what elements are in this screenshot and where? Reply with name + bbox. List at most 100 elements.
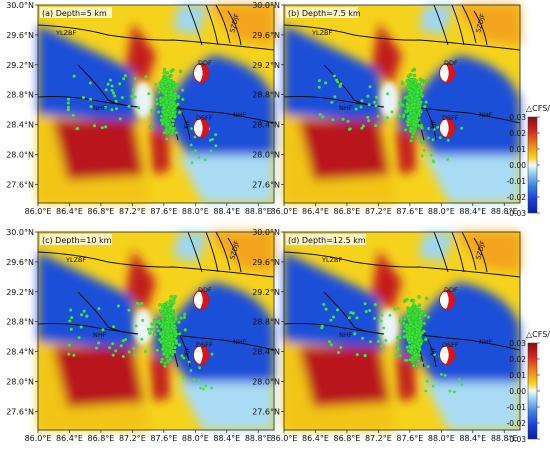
aftershock-point <box>161 98 165 102</box>
aftershock-point <box>149 327 154 332</box>
x-tick-label: 86.8°E <box>333 434 360 443</box>
aftershock-point <box>182 356 186 360</box>
y-tick-label: 28.0°N <box>252 150 280 159</box>
aftershock-point <box>405 102 409 106</box>
aftershock-point <box>168 350 172 355</box>
aftershock-point <box>419 88 423 93</box>
aftershock-point <box>411 299 415 303</box>
y-tick-label: 29.6°N <box>6 258 34 267</box>
aftershock-point <box>165 300 169 305</box>
aftershock-point <box>174 104 178 108</box>
aftershock-point <box>399 317 402 321</box>
aftershock-point <box>176 308 181 313</box>
aftershock-point <box>432 128 436 131</box>
x-tick-label: 86.0°E <box>25 434 52 443</box>
aftershock-point <box>182 376 185 379</box>
aftershock-point <box>162 71 167 75</box>
aftershock-point <box>407 340 412 345</box>
aftershock-point <box>355 316 359 320</box>
aftershock-point <box>85 314 89 318</box>
x-tick-label: 86.4°E <box>56 207 83 216</box>
aftershock-point <box>144 349 147 353</box>
aftershock-point <box>405 345 410 349</box>
colorbar-title: △CFS/MPa <box>526 330 550 339</box>
aftershock-point <box>164 339 168 343</box>
aftershock-point <box>393 307 397 311</box>
aftershock-point <box>440 373 443 376</box>
x-tick-label: 88.0°E <box>182 434 209 443</box>
fault-label-dsff: DSFF <box>442 114 459 122</box>
aftershock-point <box>351 311 355 315</box>
aftershock-point <box>177 332 182 336</box>
aftershock-point <box>168 314 173 319</box>
aftershock-point <box>67 105 70 109</box>
aftershock-point <box>405 95 409 99</box>
aftershock-point <box>408 77 413 82</box>
aftershock-point <box>171 119 175 123</box>
aftershock-point <box>385 116 389 120</box>
aftershock-point <box>160 82 165 87</box>
aftershock-point <box>210 352 214 356</box>
aftershock-point <box>156 110 161 114</box>
aftershock-point <box>172 81 176 85</box>
aftershock-point <box>324 307 328 311</box>
fault-label-nhf-east: NHF <box>233 338 247 346</box>
aftershock-point <box>194 149 197 153</box>
aftershock-point <box>333 95 337 99</box>
colorbar-tick-label: 0.03 <box>509 113 526 122</box>
aftershock-point <box>159 114 164 119</box>
aftershock-point <box>380 313 384 317</box>
aftershock-point <box>77 336 81 340</box>
aftershock-point <box>376 340 380 343</box>
aftershock-point <box>430 153 433 157</box>
x-tick-label: 86.4°E <box>56 434 83 443</box>
aftershock-point <box>317 79 321 83</box>
aftershock-point <box>140 337 144 341</box>
fault-label-xjf: XJF <box>428 346 438 358</box>
y-tick-label: 29.6°N <box>252 31 280 40</box>
aftershock-point <box>332 315 335 319</box>
aftershock-point <box>406 120 411 125</box>
aftershock-point <box>168 127 173 131</box>
aftershock-point <box>122 77 126 81</box>
aftershock-point <box>67 97 71 101</box>
fault-label-ddf: DDF <box>444 59 458 67</box>
colorbar-bottom: △CFS/MPa 0.03 0.02 0.01 0.00 -0.01 -0.02 -0.03 <box>507 330 550 444</box>
aftershock-point <box>424 296 429 301</box>
aftershock-point <box>88 81 92 85</box>
x-tick-label: 87.2°E <box>365 207 392 216</box>
aftershock-point <box>460 126 463 130</box>
y-tick-label: 28.0°N <box>6 377 34 386</box>
aftershock-point <box>170 325 174 330</box>
aftershock-point <box>165 112 169 117</box>
aftershock-point <box>162 130 167 135</box>
aftershock-point <box>415 135 420 139</box>
y-tick-label: 28.0°N <box>252 377 280 386</box>
aftershock-point <box>161 305 165 310</box>
aftershock-point <box>158 332 163 336</box>
aftershock-point <box>154 82 158 86</box>
aftershock-point <box>374 124 378 128</box>
aftershock-point <box>147 327 150 331</box>
aftershock-point <box>209 149 213 153</box>
aftershock-point <box>97 307 101 311</box>
aftershock-point <box>171 111 175 115</box>
aftershock-point <box>419 341 423 346</box>
colorbar-tick-label: 0.01 <box>509 145 526 154</box>
aftershock-point <box>137 106 141 110</box>
aftershock-point <box>158 303 162 307</box>
aftershock-point <box>338 84 342 88</box>
aftershock-point <box>171 122 175 127</box>
fault-label-nhf-east: NHF <box>233 111 247 119</box>
aftershock-point <box>171 349 175 354</box>
aftershock-point <box>408 357 413 362</box>
aftershock-point <box>133 77 137 81</box>
aftershock-point <box>160 79 164 83</box>
aftershock-point <box>417 97 421 101</box>
fault-label-dsff: DSFF <box>196 114 213 122</box>
aftershock-point <box>339 82 343 86</box>
panel-label: (b) Depth=7.5 km <box>288 9 361 18</box>
aftershock-point <box>412 350 416 355</box>
aftershock-point <box>414 79 418 83</box>
aftershock-point <box>72 74 76 78</box>
